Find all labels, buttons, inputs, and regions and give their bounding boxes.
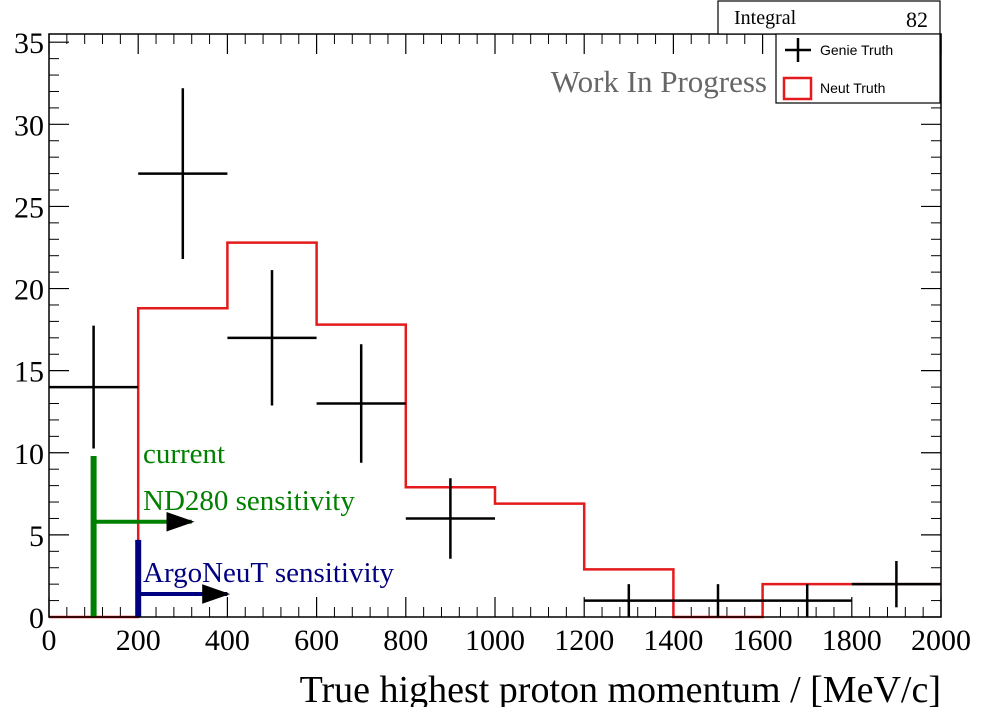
y-tick-label: 20 <box>14 274 44 307</box>
x-tick-labels: 0 200 400 600 800 1000 1200 1400 1600 1800 2000 <box>42 624 972 657</box>
legend-genie-marker <box>785 38 811 62</box>
plot-frame <box>48 33 942 618</box>
genie-data-point <box>138 88 228 259</box>
legend-frame <box>775 33 941 104</box>
legend-genie-label: Genie Truth <box>820 42 893 58</box>
legend-neut-marker <box>782 76 813 101</box>
genie-data-point <box>762 584 852 617</box>
genie-data-point <box>673 584 763 617</box>
stats-box: Integral 82 <box>717 0 941 35</box>
y-tick-label: 25 <box>14 191 44 224</box>
genie-data-point <box>316 344 406 463</box>
legend-neut-label: Neut Truth <box>820 80 885 96</box>
genie-data-point <box>405 478 495 559</box>
watermark-text: Work In Progress <box>551 64 767 99</box>
x-tick-label: 1800 <box>822 624 882 657</box>
argoneut-label: ArgoNeuT sensitivity <box>143 557 395 589</box>
y-tick-label: 35 <box>14 27 44 60</box>
x-axis-label: True highest proton momentum / [MeV/c] <box>300 669 941 707</box>
x-tick-label: 1600 <box>733 624 793 657</box>
y-tick-label: 30 <box>14 109 44 142</box>
x-tick-label: 600 <box>294 624 339 657</box>
stats-label: Integral <box>734 7 797 29</box>
x-tick-label: 800 <box>383 624 428 657</box>
y-tick-labels: 0 5 10 15 20 25 30 35 <box>14 27 44 635</box>
x-tick-label: 1200 <box>554 624 614 657</box>
argoneut-annotation <box>135 539 231 617</box>
genie-data-point <box>584 584 674 617</box>
stats-value: 82 <box>906 7 928 32</box>
legend: Genie Truth Neut Truth <box>775 33 941 104</box>
sensitivity-annotations: current ND280 sensitivity ArgoNeuT sensiti… <box>90 438 395 617</box>
y-tick-label: 0 <box>29 602 44 635</box>
nd280-annotation <box>90 456 195 617</box>
y-tick-label: 5 <box>29 520 44 553</box>
x-tick-label: 0 <box>42 624 57 657</box>
y-tick-label: 10 <box>14 438 44 471</box>
nd280-label-line1: current <box>143 438 225 470</box>
x-tick-label: 400 <box>205 624 250 657</box>
x-tick-label: 200 <box>116 624 161 657</box>
nd280-label-line2: ND280 sensitivity <box>143 485 355 517</box>
x-tick-label: 1000 <box>465 624 525 657</box>
y-tick-label: 15 <box>14 356 44 389</box>
genie-truth-error-bars <box>49 88 941 617</box>
genie-data-point <box>851 560 941 608</box>
x-tick-label: 2000 <box>911 624 971 657</box>
x-tick-label: 1400 <box>643 624 703 657</box>
genie-data-point <box>227 270 317 406</box>
genie-data-point <box>49 325 139 449</box>
